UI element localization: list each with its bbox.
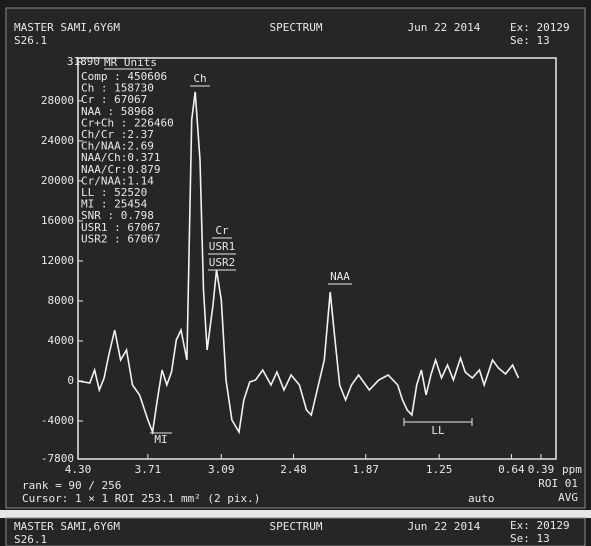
spectrum-line <box>77 91 520 436</box>
x-tick-label: 3.09 <box>208 463 235 476</box>
metric: MI : 25454 <box>81 198 148 211</box>
metric: USR1 : 67067 <box>81 221 160 234</box>
x-tick-label: 0.64 <box>498 463 525 476</box>
x-tick-label: 3.71 <box>135 463 162 476</box>
metric: Cr : 67067 <box>81 93 147 106</box>
metric: NAA/Cr:0.879 <box>81 163 160 176</box>
y-tick-label: 31890 <box>67 55 100 68</box>
metric: Cr+Ch : 226460 <box>81 116 174 129</box>
x-unit: ppm <box>562 463 582 476</box>
metric: Cr/NAA:1.14 <box>81 174 154 187</box>
date: Jun 22 2014 <box>408 21 481 34</box>
y-axis-label: MR Units <box>104 56 157 69</box>
peak-label: Ch <box>193 72 206 85</box>
metric: NAA/Ch:0.371 <box>81 151 160 164</box>
y-tick-label: 24000 <box>41 134 74 147</box>
auto: auto <box>468 492 495 505</box>
peak-label: USR1 <box>209 240 236 253</box>
y-tick-label: 8000 <box>48 294 75 307</box>
next-title: SPECTRUM <box>270 520 323 533</box>
peak-label: USR2 <box>209 256 236 269</box>
x-tick-label: 2.48 <box>280 463 307 476</box>
plot-frame <box>77 57 557 460</box>
se: Se: 13 <box>510 34 550 47</box>
metric: Ch : 158730 <box>81 82 154 95</box>
x-tick-label: 0.39 <box>528 463 555 476</box>
peak-label: MI <box>154 433 167 446</box>
metric: SNR : 0.798 <box>81 209 154 222</box>
peak-label: Cr <box>215 224 229 237</box>
next-se: Se: 13 <box>510 532 550 545</box>
x-tick-label: 4.30 <box>65 463 92 476</box>
next-exam: Ex: 20129 <box>510 519 570 532</box>
y-tick-label: 4000 <box>48 334 75 347</box>
y-tick-label: 16000 <box>41 214 74 227</box>
y-tick-label: 12000 <box>41 254 74 267</box>
y-tick-label: 28000 <box>41 94 74 107</box>
metric: Ch/NAA:2.69 <box>81 140 154 153</box>
y-tick-label: 0 <box>67 374 74 387</box>
gap <box>0 510 591 518</box>
x-tick-label: 1.87 <box>352 463 379 476</box>
peak-label: LL <box>431 424 445 437</box>
peak-label: NAA <box>330 270 350 283</box>
metric: NAA : 58968 <box>81 105 154 118</box>
y-tick-label: 20000 <box>41 174 74 187</box>
metric: Ch/Cr :2.37 <box>81 128 154 141</box>
metric: LL : 52520 <box>81 186 147 199</box>
x-tick-label: 1.25 <box>426 463 453 476</box>
panel <box>5 7 586 509</box>
next-patient: MASTER SAMI,6Y6M <box>14 520 120 533</box>
y-tick-label: -4000 <box>41 414 74 427</box>
y-tick-label: -7800 <box>41 452 74 465</box>
next-panel <box>5 517 586 546</box>
rank: rank = 90 / 256 <box>22 479 121 492</box>
next-date: Jun 22 2014 <box>408 520 481 533</box>
next-series: S26.1 <box>14 533 47 546</box>
cursor: Cursor: 1 × 1 ROI 253.1 mm² (2 pix.) <box>22 492 260 505</box>
peak-brackets <box>150 85 473 434</box>
roi: ROI 01 <box>538 477 578 490</box>
title: SPECTRUM <box>270 21 323 34</box>
exam: Ex: 20129 <box>510 21 570 34</box>
patient: MASTER SAMI,6Y6M <box>14 21 120 34</box>
metric: Comp : 450606 <box>81 70 167 83</box>
avg: AVG <box>558 491 578 504</box>
series: S26.1 <box>14 34 47 47</box>
metric: USR2 : 67067 <box>81 232 160 245</box>
